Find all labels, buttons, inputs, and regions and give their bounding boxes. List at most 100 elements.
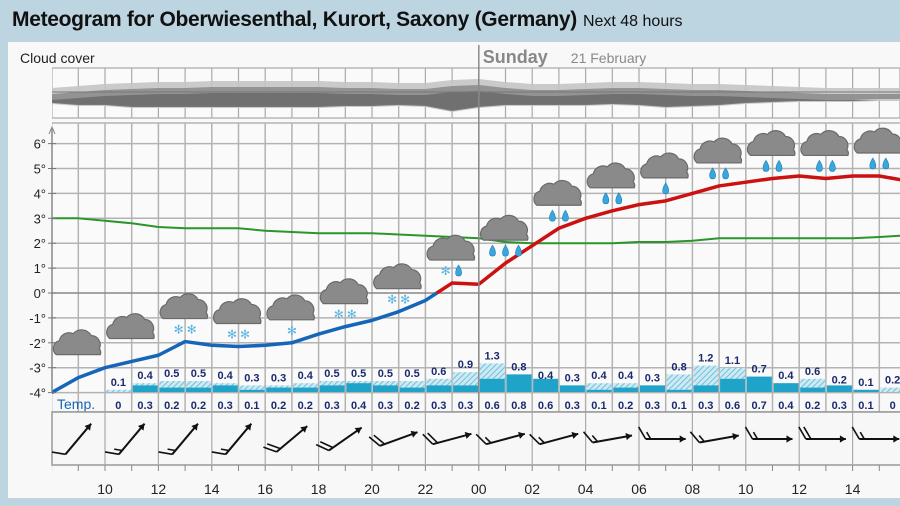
cloud-shape	[853, 127, 900, 154]
precip-max-label: 0.3	[565, 372, 580, 384]
y-tick-label: -3°	[29, 361, 46, 376]
plot-area: 0.1 0 0.4 0.3 0.5 0.2 0.5 0.2 0.4 0.3 0.3 0.1 0.3 0.2…	[52, 67, 900, 413]
precip-min-bar	[746, 376, 772, 392]
wind-arrowhead	[625, 433, 632, 441]
precip-min-label: 0.3	[645, 400, 660, 412]
precip-min-bar	[266, 387, 292, 392]
precip-min-bar	[666, 389, 692, 392]
wind-barb	[851, 426, 860, 440]
snowflake-icon: ✻	[187, 323, 197, 337]
precip-min-label: 0.3	[698, 400, 713, 412]
precip-min-bar	[373, 385, 398, 392]
wind-arrowhead	[84, 423, 92, 431]
precip-min-bar	[720, 378, 746, 392]
wind-barb	[104, 451, 119, 456]
raindrop-icon	[709, 167, 716, 180]
precip-min-label: 0.3	[137, 400, 152, 412]
raindrop-icon	[816, 159, 823, 172]
snowflake-icon: ✻	[441, 264, 451, 278]
precip-min-label: 0.3	[832, 400, 847, 412]
precip-max-label: 0.8	[511, 361, 526, 373]
wind-arrow-icon	[52, 423, 92, 456]
precip-max-label: 1.2	[698, 353, 713, 365]
raindrop-icon	[722, 167, 729, 180]
precip-min-label: 0.6	[538, 400, 553, 412]
precip-min-label: 0.1	[244, 400, 259, 412]
y-tick-label: 5°	[34, 162, 46, 177]
precip-min-bar	[506, 374, 532, 392]
x-tick-label: 22	[418, 481, 434, 497]
precip-min-bar	[132, 385, 158, 392]
wind-arrow-icon	[744, 426, 793, 443]
precip-min-bar	[212, 385, 238, 392]
precip-max-bar	[186, 381, 212, 392]
x-tick-label: 14	[204, 481, 220, 497]
cloud-shape	[373, 263, 422, 290]
precip-min-label: 0.2	[164, 400, 179, 412]
precip-min-label: 0.7	[752, 400, 767, 412]
x-tick-label: 10	[97, 481, 113, 497]
cloud-icon	[52, 329, 102, 356]
cloud-shape	[693, 137, 743, 164]
wind-barb	[803, 426, 812, 440]
precip-min-bar	[853, 389, 879, 392]
wind-barb	[368, 436, 381, 447]
wind-arrowhead	[518, 431, 525, 439]
wind-barb	[744, 426, 754, 440]
snow-cloud-icon: ✻ ✻	[373, 263, 422, 307]
precip-max-label: 0.3	[645, 372, 660, 384]
x-tick-label: 06	[631, 481, 647, 497]
precip-min-label: 0.3	[324, 400, 339, 412]
y-tick-label: 4°	[34, 186, 46, 201]
wind-arrow-icon	[582, 431, 633, 444]
raindrop-icon	[829, 159, 836, 172]
temp-row-label: Temp.	[57, 396, 95, 412]
snowflake-icon: ✻	[387, 293, 397, 307]
precip-min-label: 0.3	[458, 400, 473, 412]
snowflake-icon: ✻	[287, 324, 297, 338]
cloud-icon	[106, 313, 155, 340]
wind-barb	[158, 451, 173, 456]
precip-min-label: 0.1	[591, 400, 606, 412]
raindrop-icon	[515, 244, 522, 257]
page-subtitle: Next 48 hours	[582, 13, 683, 30]
snow-cloud-icon: ✻ ✻	[212, 298, 262, 342]
cloud-shape	[479, 214, 529, 241]
x-tick-label: 16	[257, 481, 273, 497]
wind-barb	[859, 431, 865, 440]
y-tick-label: 3°	[34, 211, 46, 226]
precip-max-label: 0.3	[244, 372, 259, 384]
x-tick-label: 10	[738, 481, 754, 497]
raindrop-icon	[869, 157, 877, 170]
y-tick-label: 0°	[34, 286, 46, 301]
precip-min-bar	[826, 385, 852, 392]
wind-shaft	[64, 423, 92, 455]
wind-arrowhead	[786, 435, 793, 443]
precip-min-label: 0.2	[805, 400, 820, 412]
precip-min-bar	[479, 378, 505, 392]
sleet-cloud-icon: ✻	[426, 234, 476, 278]
precip-max-label: 0.4	[538, 370, 554, 382]
page-title: Meteogram for Oberwiesenthal, Kurort, Sa…	[12, 8, 577, 31]
snowflake-icon: ✻	[334, 308, 344, 322]
wind-arrow-icon	[851, 426, 900, 443]
wind-arrowhead	[839, 435, 846, 443]
rain-cloud-icon	[586, 162, 636, 205]
precip-min-label: 0	[890, 400, 896, 412]
precip-max-label: 0.6	[805, 366, 820, 378]
wind-arrowhead	[571, 431, 579, 439]
cloud-shape	[212, 298, 262, 325]
wind-barb	[645, 431, 652, 440]
wind-barb	[319, 441, 334, 449]
precip-max-bar	[399, 381, 425, 392]
precip-max-label: 0.1	[858, 377, 873, 389]
precip-max-bar	[880, 387, 900, 392]
wind-arrow-icon	[104, 423, 146, 456]
precip-min-bar	[346, 383, 372, 392]
precip-max-label: 1.1	[725, 355, 740, 367]
raindrop-icon	[662, 182, 669, 195]
y-tick-label: -1°	[29, 311, 46, 326]
precip-min-bar	[399, 387, 425, 392]
precip-min-label: 0.8	[511, 400, 526, 412]
raindrop-icon	[549, 209, 556, 222]
